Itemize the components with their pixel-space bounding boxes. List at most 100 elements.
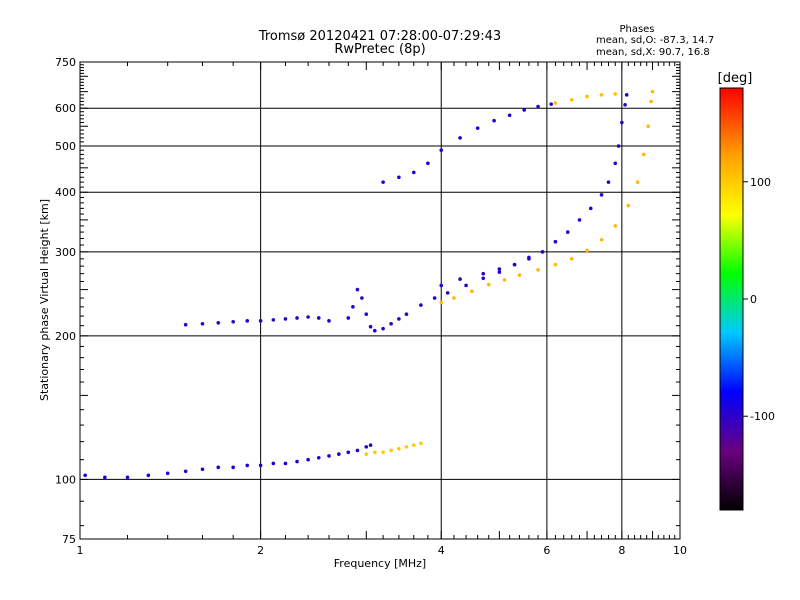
data-point xyxy=(507,113,512,118)
y-tick-label: 200 xyxy=(55,330,76,343)
data-point xyxy=(569,97,574,102)
data-points xyxy=(83,89,655,480)
axis-ticks xyxy=(79,62,681,539)
data-point xyxy=(231,319,235,324)
data-point xyxy=(216,465,221,470)
data-point xyxy=(540,250,545,254)
data-point xyxy=(481,271,486,276)
chart-title: Tromsø 20120421 07:28:00-07:29:43 xyxy=(258,29,501,44)
data-point xyxy=(404,445,409,449)
y-tick-label: 500 xyxy=(55,140,76,153)
data-point xyxy=(397,175,401,180)
data-point xyxy=(599,193,604,197)
data-point xyxy=(620,120,624,125)
data-point xyxy=(426,161,430,166)
x-tick-labels: 1 2 4 6 8 10 xyxy=(77,544,688,557)
colorbar-tick-label: 0 xyxy=(750,293,757,306)
colorbar-ticks: 100 0 -100 xyxy=(743,176,775,423)
data-point xyxy=(439,283,444,288)
data-point xyxy=(216,320,221,325)
data-point xyxy=(165,471,170,476)
data-point xyxy=(635,180,640,184)
data-point xyxy=(381,450,385,455)
data-point xyxy=(83,473,87,478)
data-point xyxy=(641,152,646,157)
data-point xyxy=(649,99,653,104)
data-point xyxy=(368,443,373,447)
data-point xyxy=(200,467,205,472)
data-point xyxy=(183,469,188,474)
plot-frame xyxy=(79,61,681,540)
data-point xyxy=(346,450,351,455)
data-point xyxy=(553,101,558,105)
data-point xyxy=(373,328,377,333)
data-point xyxy=(258,463,263,468)
data-point xyxy=(486,282,491,287)
data-point xyxy=(536,104,540,109)
data-point xyxy=(337,452,341,456)
data-point xyxy=(231,465,235,470)
data-point xyxy=(569,257,574,261)
data-point xyxy=(481,276,486,281)
data-point xyxy=(439,148,444,152)
y-tick-label: 100 xyxy=(55,473,76,486)
data-point xyxy=(497,270,502,274)
data-point xyxy=(271,318,276,322)
data-point xyxy=(389,321,393,326)
data-point xyxy=(536,268,540,272)
data-point xyxy=(577,218,582,222)
data-point xyxy=(624,93,629,97)
data-point xyxy=(404,312,409,316)
data-point xyxy=(258,319,263,323)
data-point xyxy=(125,475,130,480)
data-point xyxy=(599,93,604,97)
y-tick-label: 300 xyxy=(55,246,76,259)
y-tick-labels: 75 100 200 300 400 500 600 750 xyxy=(55,56,76,546)
plot-area xyxy=(80,62,680,539)
y-tick-label: 750 xyxy=(55,56,76,69)
data-point xyxy=(316,316,321,320)
data-point xyxy=(355,448,360,453)
data-point xyxy=(613,224,618,228)
data-point xyxy=(283,461,288,466)
data-point xyxy=(364,445,369,449)
data-point xyxy=(397,446,401,451)
data-point xyxy=(553,262,558,267)
data-point xyxy=(295,316,299,320)
x-tick-label: 10 xyxy=(673,544,687,557)
data-point xyxy=(271,461,276,466)
data-point xyxy=(585,94,589,99)
data-point xyxy=(419,441,423,446)
data-point xyxy=(458,277,462,281)
data-point xyxy=(364,312,369,316)
data-point xyxy=(588,206,593,211)
data-point xyxy=(364,452,369,456)
data-point xyxy=(295,459,299,464)
data-point xyxy=(432,296,437,300)
data-point xyxy=(245,463,250,468)
data-point xyxy=(245,319,250,323)
data-point xyxy=(623,103,627,107)
data-point xyxy=(316,455,321,460)
x-tick-label: 4 xyxy=(438,544,445,557)
data-point xyxy=(549,102,553,106)
data-point xyxy=(458,136,462,140)
data-point xyxy=(646,124,650,129)
x-axis-label: Frequency [MHz] xyxy=(334,557,426,570)
y-axis-label: Stationary phase Virtual Height [km] xyxy=(38,199,51,401)
data-point xyxy=(470,289,474,294)
data-point xyxy=(475,126,480,130)
data-point xyxy=(517,273,522,277)
data-point xyxy=(439,300,444,305)
data-point xyxy=(527,257,531,261)
data-point xyxy=(327,454,331,458)
y-tick-label: 75 xyxy=(62,533,76,546)
data-point xyxy=(502,278,507,282)
data-point xyxy=(452,296,456,300)
data-point xyxy=(103,475,107,480)
data-point xyxy=(613,92,618,96)
data-point xyxy=(346,316,351,320)
data-point xyxy=(419,303,423,307)
data-point xyxy=(306,315,310,319)
